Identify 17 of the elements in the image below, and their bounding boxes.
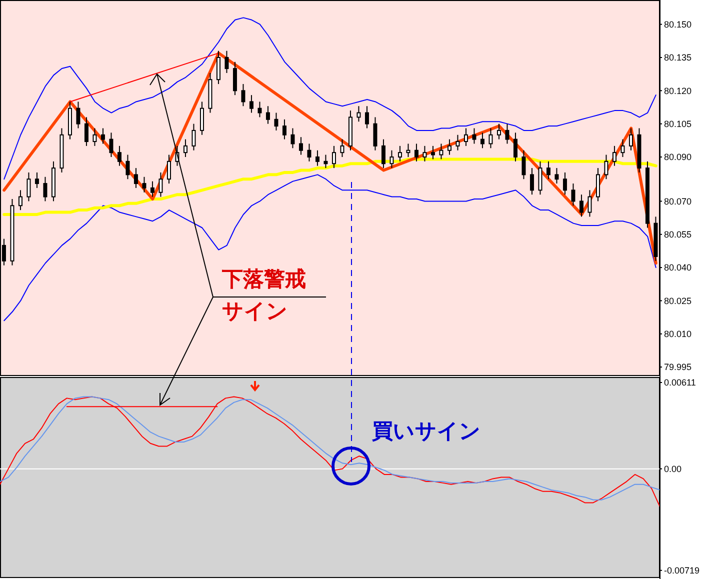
y-tick-label: 0.00611 — [664, 378, 696, 388]
y-tick-label: 80.070 — [664, 196, 692, 206]
y-tick-label: 80.040 — [664, 262, 692, 273]
y-tick-label: 0.00 — [664, 464, 682, 474]
y-tick-label: 80.150 — [664, 20, 692, 30]
y-tick-label: 80.120 — [664, 86, 692, 96]
annotation: 下落警戒 — [222, 266, 306, 292]
y-tick-label: 80.010 — [664, 329, 692, 340]
y-tick-label: 80.090 — [664, 152, 692, 162]
y-tick-label: 80.105 — [664, 119, 692, 130]
y-tick-label: -0.00719 — [664, 566, 700, 576]
annotation: 買いサイン — [372, 418, 481, 444]
annotation: サイン — [222, 298, 288, 324]
y-tick-label: 80.135 — [664, 52, 692, 63]
y-tick-label: 80.055 — [664, 230, 692, 240]
y-tick-label: 79.995 — [664, 362, 692, 372]
y-tick-label: 80.025 — [664, 296, 692, 306]
